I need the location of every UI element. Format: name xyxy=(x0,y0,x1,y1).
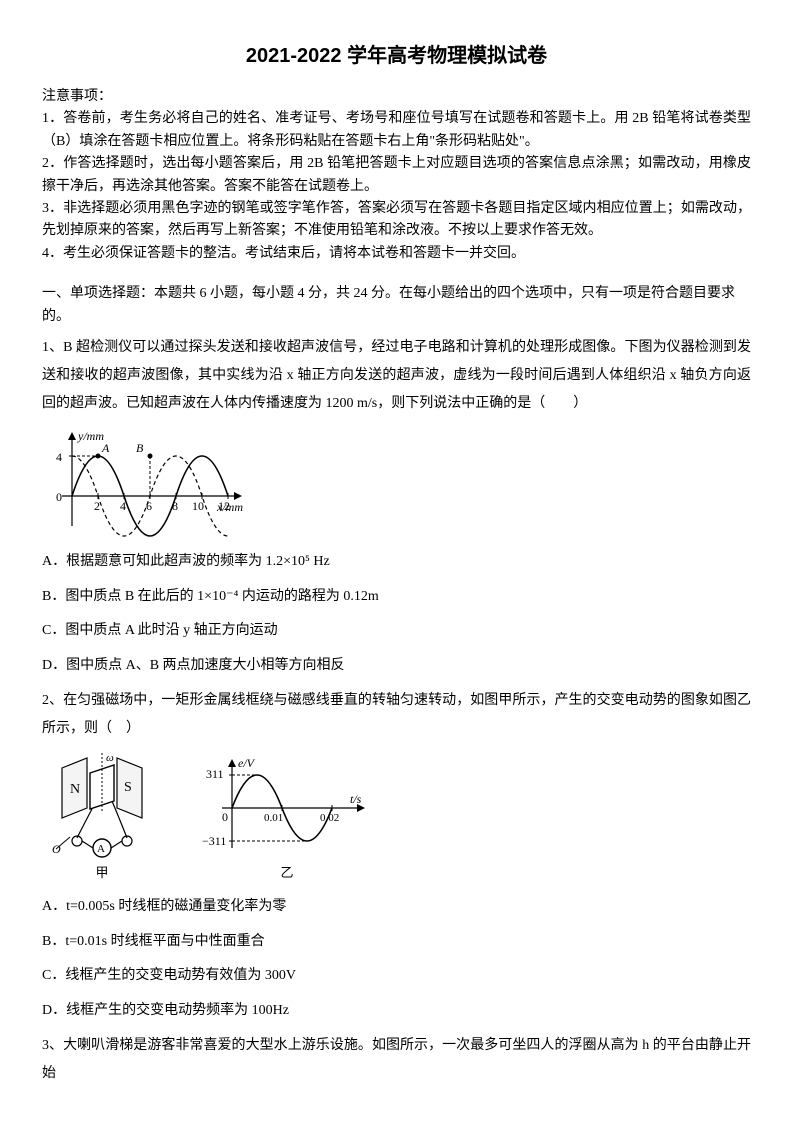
q2-option-a: A．t=0.005s 时线框的磁通量变化率为零 xyxy=(42,894,751,921)
q1-option-b: B．图中质点 B 在此后的 1×10⁻⁴ 内运动的路程为 0.12m xyxy=(42,584,751,611)
q3-text: 3、大喇叭滑梯是游客非常喜爱的大型水上游乐设施。如图所示，一次最多可坐四人的浮圈… xyxy=(42,1032,751,1088)
q1-figure: y/mm x/mm 4 0 2 4 6 8 10 12 A B xyxy=(42,426,751,541)
instructions-header: 注意事项： xyxy=(42,86,751,108)
svg-text:0.02: 0.02 xyxy=(320,812,339,824)
svg-text:0: 0 xyxy=(222,810,228,824)
q1-text: 1、B 超检测仪可以通过探头发送和接收超声波信号，经过电子电路和计算机的处理形成… xyxy=(42,334,751,418)
svg-text:2: 2 xyxy=(94,499,100,513)
q2-text: 2、在匀强磁场中，一矩形金属线框绕与磁感线垂直的转轴匀速转动，如图甲所示，产生的… xyxy=(42,687,751,743)
svg-text:311: 311 xyxy=(206,767,224,781)
svg-text:A: A xyxy=(101,441,110,455)
svg-text:y/mm: y/mm xyxy=(77,429,104,443)
q2-option-c: C．线框产生的交变电动势有效值为 300V xyxy=(42,963,751,990)
q2-fig-left-label: 甲 xyxy=(42,863,162,884)
wave-chart: y/mm x/mm 4 0 2 4 6 8 10 12 A B xyxy=(42,426,252,541)
svg-text:N: N xyxy=(70,782,80,797)
q2-fig-right-label: 乙 xyxy=(202,863,372,884)
q1-option-a: A．根据题意可知此超声波的频率为 1.2×10⁵ Hz xyxy=(42,549,751,576)
q1-option-d: D．图中质点 A、B 两点加速度大小相等方向相反 xyxy=(42,653,751,680)
q2-figures: N S ω A O 甲 xyxy=(42,753,751,884)
svg-text:0.01: 0.01 xyxy=(264,812,283,824)
svg-text:B: B xyxy=(136,441,144,455)
instruction-item: 1．答卷前，考生务必将自己的姓名、准考证号、考场号和座位号填写在试题卷和答题卡上… xyxy=(42,108,751,153)
q2-option-d: D．线框产生的交变电动势频率为 100Hz xyxy=(42,998,751,1025)
svg-text:6: 6 xyxy=(146,499,152,513)
generator-diagram: N S ω A O xyxy=(42,753,162,863)
question-2: 2、在匀强磁场中，一矩形金属线框绕与磁感线垂直的转轴匀速转动，如图甲所示，产生的… xyxy=(42,687,751,1024)
instructions-block: 注意事项： 1．答卷前，考生务必将自己的姓名、准考证号、考场号和座位号填写在试题… xyxy=(42,86,751,265)
instruction-item: 2．作答选择题时，选出每小题答案后，用 2B 铅笔把答题卡上对应题目选项的答案信… xyxy=(42,153,751,198)
svg-text:0: 0 xyxy=(56,490,62,504)
svg-text:12: 12 xyxy=(218,499,230,513)
svg-text:e/V: e/V xyxy=(238,756,256,770)
q2-fig-left: N S ω A O 甲 xyxy=(42,753,162,884)
svg-text:−311: −311 xyxy=(202,834,226,848)
section1-header: 一、单项选择题：本题共 6 小题，每小题 4 分，共 24 分。在每小题给出的四… xyxy=(42,283,751,328)
emf-sine-chart: e/V t/s 311 −311 0 0.01 0.02 xyxy=(202,753,372,863)
q2-option-b: B．t=0.01s 时线框平面与中性面重合 xyxy=(42,929,751,956)
question-1: 1、B 超检测仪可以通过探头发送和接收超声波信号，经过电子电路和计算机的处理形成… xyxy=(42,334,751,679)
svg-text:ω: ω xyxy=(106,753,114,764)
svg-text:A: A xyxy=(97,843,105,855)
svg-text:t/s: t/s xyxy=(350,792,362,806)
page-title: 2021-2022 学年高考物理模拟试卷 xyxy=(42,40,751,72)
q2-fig-right: e/V t/s 311 −311 0 0.01 0.02 乙 xyxy=(202,753,372,884)
q1-option-c: C．图中质点 A 此时沿 y 轴正方向运动 xyxy=(42,618,751,645)
instruction-item: 3．非选择题必须用黑色字迹的钢笔或签字笔作答，答案必须写在答题卡各题目指定区域内… xyxy=(42,198,751,243)
svg-text:4: 4 xyxy=(56,450,62,464)
instruction-item: 4．考生必须保证答题卡的整洁。考试结束后，请将本试卷和答题卡一并交回。 xyxy=(42,243,751,265)
question-3: 3、大喇叭滑梯是游客非常喜爱的大型水上游乐设施。如图所示，一次最多可坐四人的浮圈… xyxy=(42,1032,751,1088)
svg-text:10: 10 xyxy=(192,499,204,513)
svg-text:S: S xyxy=(124,780,132,795)
